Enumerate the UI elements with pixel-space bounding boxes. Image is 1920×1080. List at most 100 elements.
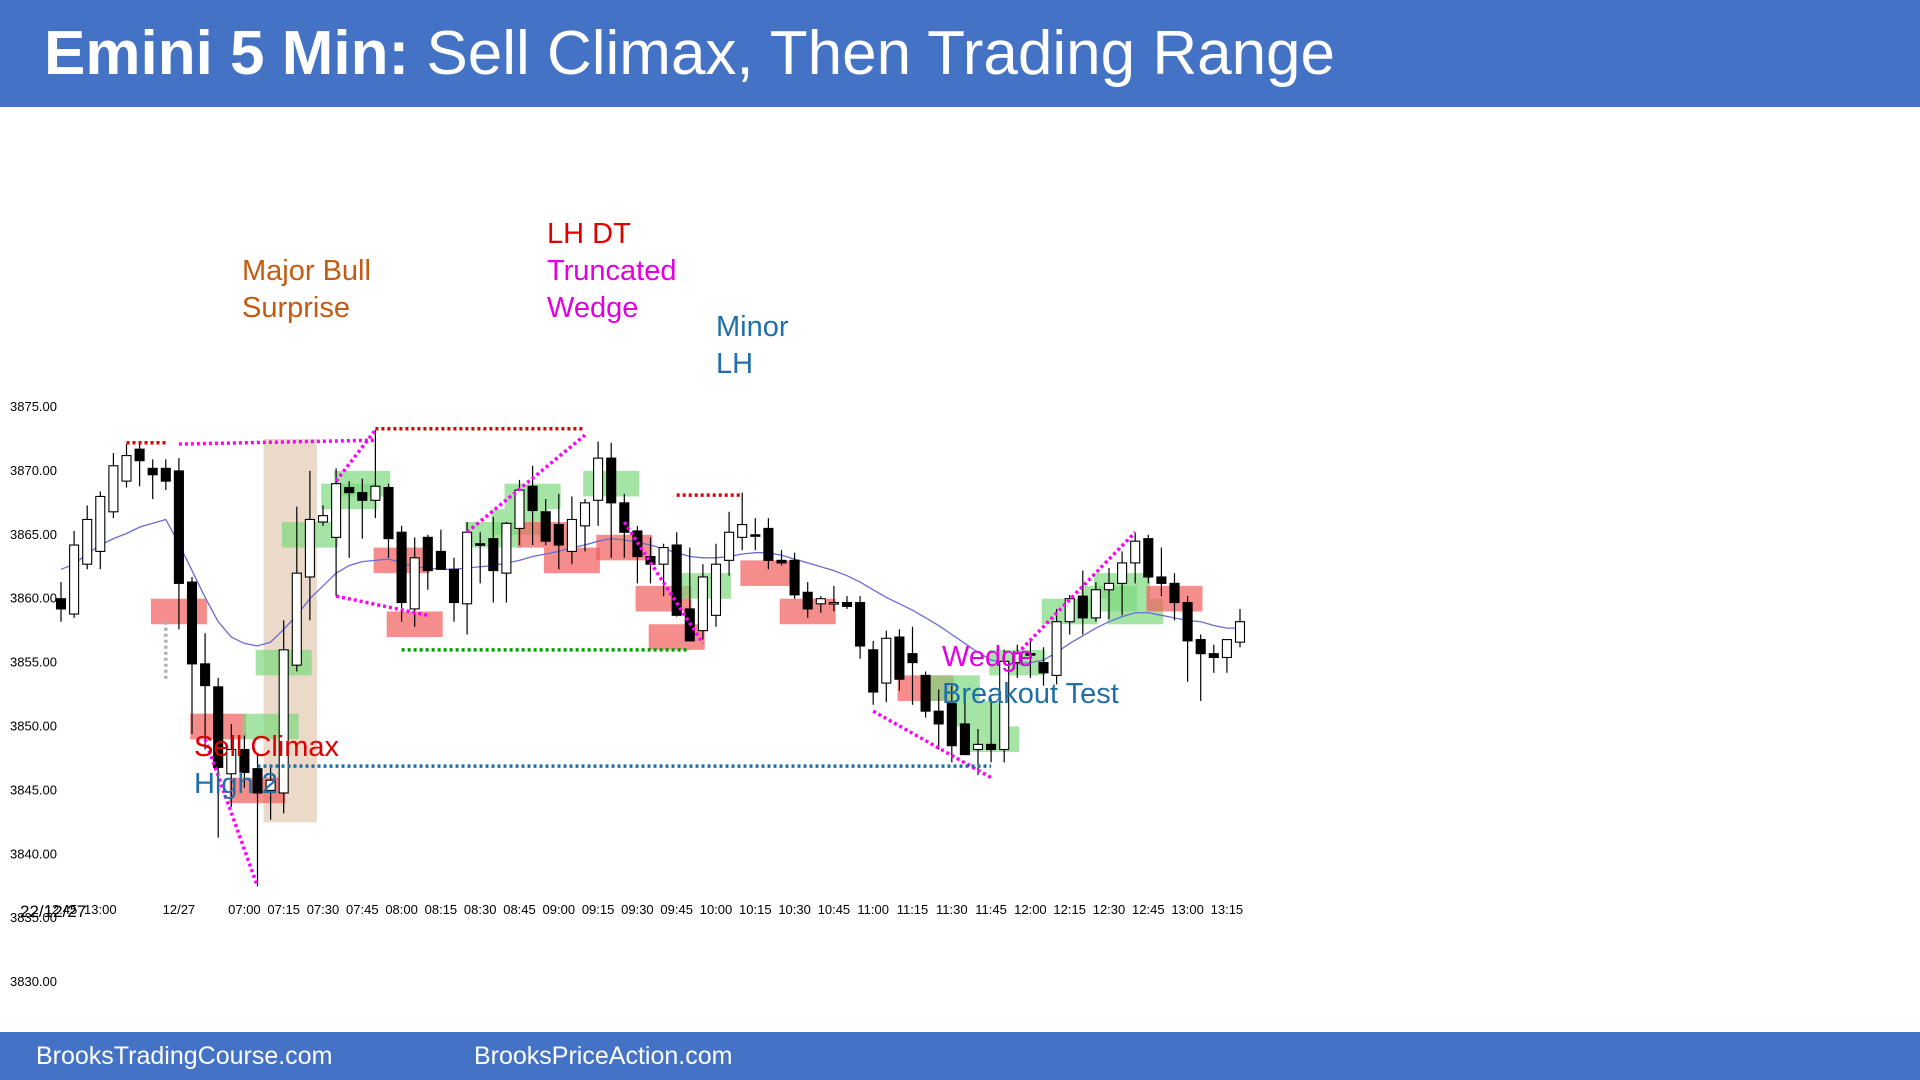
bear-candle (488, 538, 499, 572)
surprise-highlight-span (263, 438, 317, 823)
page-title: Emini 5 Min: Sell Climax, Then Trading R… (44, 18, 1335, 90)
buy-signal-box (242, 713, 299, 740)
bull-candle (462, 531, 473, 605)
bull-candle (69, 544, 80, 615)
bull-candle (82, 518, 93, 565)
bull-candle (815, 598, 826, 605)
bear-candle (448, 568, 460, 604)
bear-candle (1038, 662, 1049, 674)
bull-candle (278, 649, 289, 794)
bull-candle (724, 531, 735, 561)
bull-candle (1051, 621, 1062, 676)
bull-candle (881, 637, 892, 684)
x-tick-label: 10:30 (778, 902, 811, 917)
x-tick-label: 10:15 (739, 902, 772, 917)
chart-annotation: Sell Climax (194, 731, 340, 763)
bear-candle (396, 531, 407, 604)
bull-candle (1117, 562, 1128, 584)
x-tick-label: 09:45 (660, 902, 693, 917)
y-tick-label: 3830.00 (10, 974, 57, 989)
y-tick-label: 3850.00 (10, 719, 57, 734)
bull-candle (697, 576, 708, 632)
chart-annotation: Surprise (242, 292, 350, 324)
bear-candle (933, 710, 944, 725)
bear-candle (134, 448, 145, 462)
chart-annotation: High 2 (194, 768, 278, 800)
x-tick-label: 13:15 (1211, 902, 1244, 917)
bear-candle (802, 591, 813, 610)
bull-candle (710, 563, 722, 616)
x-tick-label: 07:45 (346, 902, 379, 917)
bull-candle (972, 743, 984, 751)
bull-candle (737, 524, 748, 538)
bear-candle (894, 636, 905, 680)
bear-candle (344, 486, 355, 494)
y-tick-label: 3845.00 (10, 782, 57, 797)
bull-candle (1103, 582, 1115, 591)
y-tick-label: 3870.00 (10, 463, 57, 478)
x-tick-label: 07:00 (228, 902, 261, 917)
bear-candle (1025, 653, 1036, 656)
chart-annotation: Wedge (942, 641, 1033, 673)
bull-candle (514, 489, 525, 529)
dotted-trendline (178, 438, 376, 446)
dotted-trendline (872, 709, 992, 780)
x-tick-label: 13:00 (84, 902, 117, 917)
bull-candle (1234, 621, 1246, 643)
x-tick-label: 11:45 (975, 902, 1007, 917)
x-tick-label: 09:30 (621, 902, 654, 917)
bear-candle (671, 544, 682, 616)
bear-candle (946, 702, 957, 747)
bull-candle (108, 465, 119, 513)
dotted-trendline (203, 738, 260, 887)
x-tick-label: 12:00 (1014, 902, 1047, 917)
bear-candle (540, 511, 551, 542)
bull-candle (409, 557, 420, 610)
footer-link-price-action[interactable]: BrooksPriceAction.com (474, 1042, 733, 1070)
bull-candle (291, 572, 302, 666)
bull-candle (317, 515, 329, 523)
sell-signal-box (648, 624, 705, 650)
bear-candle (55, 598, 67, 610)
bear-candle (475, 543, 486, 546)
bull-candle (593, 457, 604, 501)
bear-candle (986, 743, 997, 751)
bear-candle (763, 527, 774, 561)
x-tick-label: 12:45 (45, 902, 78, 917)
y-tick-label: 3860.00 (10, 591, 57, 606)
x-tick-label: 11:00 (857, 902, 889, 917)
chart-annotation: Major Bull (242, 255, 371, 287)
candlestick-chart: 3875.00 3870.00 3865.00 3860.00 3855.00 3850.… (10, 218, 1246, 989)
bear-candle (855, 601, 866, 647)
chart-annotation: Wedge (547, 292, 638, 324)
dotted-trendline (335, 594, 429, 618)
bull-candle (1221, 639, 1232, 659)
bear-candle (789, 559, 800, 596)
bear-candle (907, 653, 918, 664)
bear-candle (252, 768, 263, 794)
bull-candle (579, 502, 591, 527)
bear-candle (383, 486, 394, 540)
x-tick-label: 12:45 (1132, 902, 1165, 917)
x-tick-label: 07:30 (307, 902, 340, 917)
y-tick-label: 3835.00 (10, 910, 57, 925)
title-instrument: Emini 5 Min: (44, 19, 410, 88)
bull-candle (1130, 540, 1141, 564)
x-tick-label: 10:00 (700, 902, 733, 917)
bear-candle (1169, 582, 1180, 604)
bear-candle (435, 550, 446, 570)
bull-candle (265, 779, 276, 791)
bull-candle (304, 518, 315, 578)
bull-candle (226, 748, 237, 775)
x-tick-label: 08:45 (503, 902, 536, 917)
date-label: 22/12/27 (20, 902, 86, 921)
bull-candle (1090, 589, 1101, 619)
x-tick-label: 10:45 (818, 902, 851, 917)
y-tick-label: 3840.00 (10, 846, 57, 861)
bear-candle (239, 748, 250, 774)
footer-link-trading-course[interactable]: BrooksTradingCourse.com (36, 1042, 333, 1070)
bull-candle (999, 660, 1010, 751)
bear-candle (160, 467, 171, 482)
bear-candle (357, 492, 368, 501)
footer-bar: BrooksTradingCourse.com BrooksPriceActio… (0, 1032, 1920, 1080)
